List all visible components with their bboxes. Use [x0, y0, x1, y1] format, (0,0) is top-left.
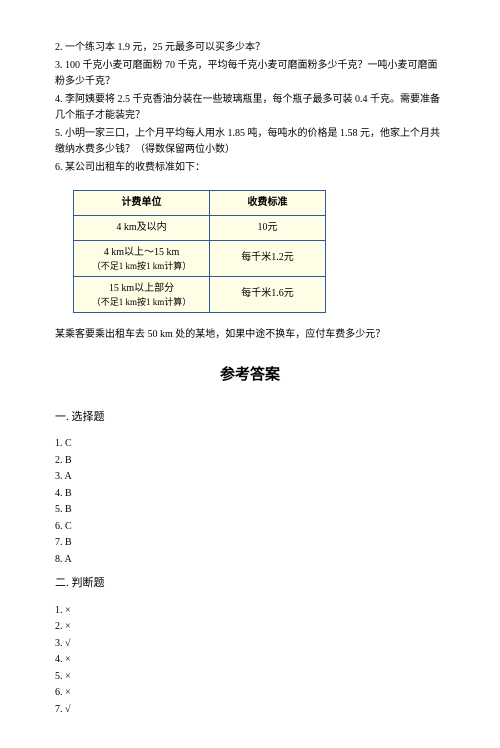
fee-table-header-row: 计费单位 收费标准 [74, 191, 326, 216]
fee-cell-unit: 15 km以上部分 （不足1 km按1 km计算） [74, 276, 210, 312]
fee-table: 计费单位 收费标准 4 km及以内 10元 4 km以上～15 km （不足1 … [73, 190, 326, 313]
fee-unit-main: 4 km以上～15 km [74, 245, 209, 261]
fee-table-row: 4 km以上～15 km （不足1 km按1 km计算） 每千米1.2元 [74, 241, 326, 277]
question-6: 6. 某公司出租车的收费标准如下： [55, 160, 445, 176]
choice-answer: 3. A [55, 469, 445, 485]
fee-cell-price: 10元 [210, 216, 326, 241]
section-judge-heading: 二. 判断题 [55, 575, 445, 593]
choice-answer: 6. C [55, 519, 445, 535]
judge-answer: 6. × [55, 685, 445, 701]
fee-cell-price: 每千米1.6元 [210, 276, 326, 312]
judge-answer: 2. × [55, 619, 445, 635]
question-5: 5. 小明一家三口，上个月平均每人用水 1.85 吨，每吨水的价格是 1.58 … [55, 126, 445, 158]
judge-answer: 1. × [55, 603, 445, 619]
judge-answer: 5. × [55, 669, 445, 685]
fee-cell-price: 每千米1.2元 [210, 241, 326, 277]
fee-cell-unit: 4 km以上～15 km （不足1 km按1 km计算） [74, 241, 210, 277]
fee-unit-main: 15 km以上部分 [74, 281, 209, 297]
page-content: 2. 一个练习本 1.9 元，25 元最多可以买多少本？ 3. 100 千克小麦… [0, 0, 500, 748]
choice-answer: 8. A [55, 552, 445, 568]
fee-header-unit: 计费单位 [74, 191, 210, 216]
choice-answer: 5. B [55, 502, 445, 518]
choice-answer: 1. C [55, 436, 445, 452]
fee-table-row: 15 km以上部分 （不足1 km按1 km计算） 每千米1.6元 [74, 276, 326, 312]
choice-answer: 4. B [55, 486, 445, 502]
choice-answers: 1. C 2. B 3. A 4. B 5. B 6. C 7. B 8. A [55, 436, 445, 567]
question-6-followup: 某乘客要乘出租车去 50 km 处的某地，如果中途不换车，应付车费多少元？ [55, 327, 445, 343]
question-4: 4. 李阿姨要将 2.5 千克香油分装在一些玻璃瓶里，每个瓶子最多可装 0.4 … [55, 92, 445, 124]
question-list: 2. 一个练习本 1.9 元，25 元最多可以买多少本？ 3. 100 千克小麦… [55, 40, 445, 176]
judge-answer: 3. √ [55, 636, 445, 652]
fee-unit-sub: （不足1 km按1 km计算） [74, 297, 209, 308]
question-2: 2. 一个练习本 1.9 元，25 元最多可以买多少本？ [55, 40, 445, 56]
section-choice-heading: 一. 选择题 [55, 409, 445, 427]
choice-answer: 2. B [55, 453, 445, 469]
fee-table-wrap: 计费单位 收费标准 4 km及以内 10元 4 km以上～15 km （不足1 … [73, 190, 445, 313]
judge-answer: 7. √ [55, 702, 445, 718]
fee-cell-unit: 4 km及以内 [74, 216, 210, 241]
fee-table-row: 4 km及以内 10元 [74, 216, 326, 241]
judge-answer: 4. × [55, 652, 445, 668]
answer-title: 参考答案 [55, 363, 445, 387]
fee-unit-sub: （不足1 km按1 km计算） [74, 261, 209, 272]
question-3: 3. 100 千克小麦可磨面粉 70 千克，平均每千克小麦可磨面粉多少千克？一吨… [55, 58, 445, 90]
fee-header-price: 收费标准 [210, 191, 326, 216]
judge-answers: 1. × 2. × 3. √ 4. × 5. × 6. × 7. √ [55, 603, 445, 718]
choice-answer: 7. B [55, 535, 445, 551]
